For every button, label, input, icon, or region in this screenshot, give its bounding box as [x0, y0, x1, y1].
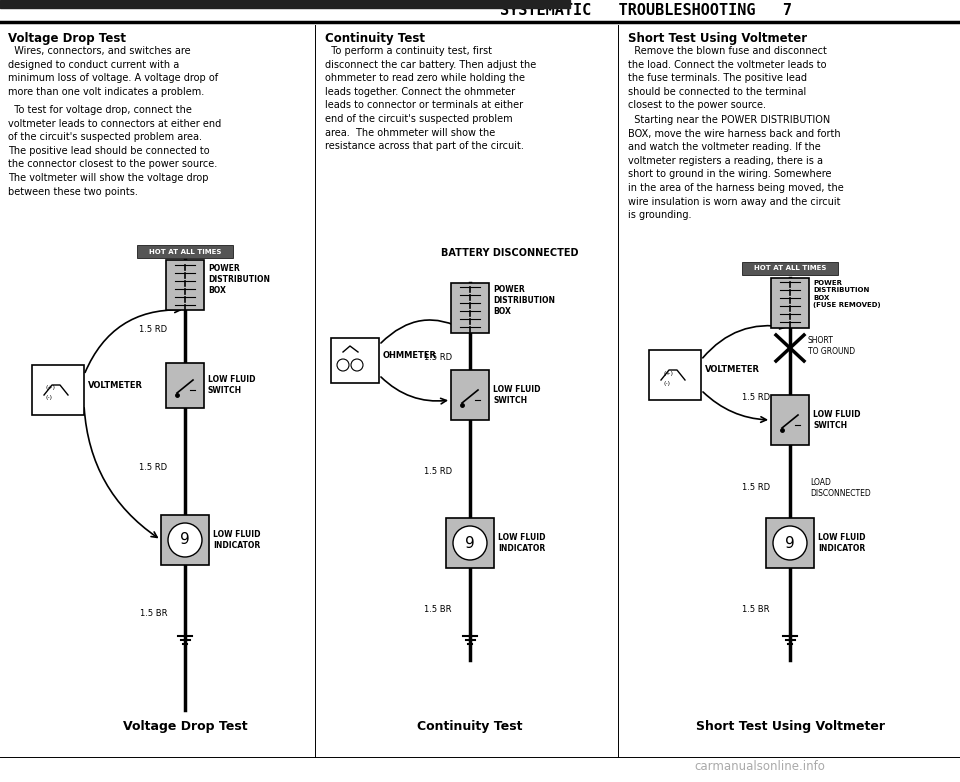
- Bar: [0, 0, 570, 8]
- Text: To perform a continuity test, first
disconnect the car battery. Then adjust the
: To perform a continuity test, first disc…: [325, 46, 537, 151]
- Text: HOT AT ALL TIMES: HOT AT ALL TIMES: [149, 249, 221, 254]
- Circle shape: [351, 359, 363, 371]
- Text: (-): (-): [663, 381, 670, 386]
- Bar: [649, 350, 701, 400]
- Text: Short Test Using Voltmeter: Short Test Using Voltmeter: [628, 32, 807, 45]
- Bar: [451, 283, 489, 333]
- Text: carmanualsonline.info: carmanualsonline.info: [695, 760, 826, 773]
- Text: 1.5 RD: 1.5 RD: [424, 468, 452, 476]
- Text: BATTERY DISCONNECTED: BATTERY DISCONNECTED: [442, 248, 579, 258]
- Text: (+): (+): [663, 371, 673, 375]
- Text: VOLTMETER: VOLTMETER: [88, 381, 143, 389]
- Text: SHORT
TO GROUND: SHORT TO GROUND: [808, 336, 855, 356]
- Text: Voltage Drop Test: Voltage Drop Test: [123, 720, 248, 733]
- Bar: [446, 518, 494, 568]
- Text: LOW FLUID
SWITCH: LOW FLUID SWITCH: [813, 410, 860, 430]
- Text: POWER
DISTRIBUTION
BOX
(FUSE REMOVED): POWER DISTRIBUTION BOX (FUSE REMOVED): [813, 280, 880, 309]
- Text: LOW FLUID
SWITCH: LOW FLUID SWITCH: [208, 375, 255, 395]
- Text: 1.5 BR: 1.5 BR: [424, 605, 452, 615]
- Text: 9: 9: [466, 536, 475, 551]
- Text: 9: 9: [785, 536, 795, 551]
- Circle shape: [773, 526, 807, 560]
- Text: Voltage Drop Test: Voltage Drop Test: [8, 32, 126, 45]
- Text: LOW FLUID
INDICATOR: LOW FLUID INDICATOR: [498, 533, 545, 553]
- Text: To test for voltage drop, connect the
voltmeter leads to connectors at either en: To test for voltage drop, connect the vo…: [8, 105, 221, 196]
- Bar: [771, 395, 809, 445]
- Text: 1.5 RD: 1.5 RD: [139, 325, 167, 335]
- Bar: [137, 245, 233, 258]
- Text: (+): (+): [46, 386, 56, 390]
- Circle shape: [453, 526, 487, 560]
- Text: VOLTMETER: VOLTMETER: [705, 365, 760, 375]
- Text: Remove the blown fuse and disconnect
the load. Connect the voltmeter leads to
th: Remove the blown fuse and disconnect the…: [628, 46, 827, 110]
- Text: 1.5 BR: 1.5 BR: [742, 605, 770, 615]
- Text: 9: 9: [180, 533, 190, 547]
- Bar: [451, 370, 489, 420]
- Text: 1.5 BR: 1.5 BR: [139, 609, 167, 619]
- Text: Wires, connectors, and switches are
designed to conduct current with a
minimum l: Wires, connectors, and switches are desi…: [8, 46, 218, 97]
- Text: LOW FLUID
INDICATOR: LOW FLUID INDICATOR: [818, 533, 866, 553]
- Text: LOW FLUID
SWITCH: LOW FLUID SWITCH: [493, 385, 540, 405]
- Text: Short Test Using Voltmeter: Short Test Using Voltmeter: [695, 720, 884, 733]
- Text: (-): (-): [46, 396, 53, 400]
- Text: 1.5 RD: 1.5 RD: [742, 393, 770, 401]
- Text: HOT AT ALL TIMES: HOT AT ALL TIMES: [754, 266, 827, 271]
- Bar: [766, 518, 814, 568]
- Text: POWER
DISTRIBUTION
BOX: POWER DISTRIBUTION BOX: [493, 285, 555, 316]
- Text: 1.5 RD: 1.5 RD: [742, 483, 770, 493]
- Text: Continuity Test: Continuity Test: [325, 32, 425, 45]
- Text: OHMMETER: OHMMETER: [383, 350, 437, 360]
- Text: SYSTEMATIC   TROUBLESHOOTING   7: SYSTEMATIC TROUBLESHOOTING 7: [500, 3, 792, 18]
- Bar: [742, 262, 838, 275]
- Text: LOAD
DISCONNECTED: LOAD DISCONNECTED: [810, 478, 871, 498]
- Circle shape: [168, 523, 202, 557]
- Bar: [771, 278, 809, 328]
- Text: 1.5 RD: 1.5 RD: [424, 353, 452, 363]
- Text: 1.5 RD: 1.5 RD: [139, 464, 167, 472]
- Bar: [331, 338, 379, 382]
- Bar: [32, 365, 84, 415]
- Text: LOW FLUID
INDICATOR: LOW FLUID INDICATOR: [213, 530, 260, 550]
- Text: Starting near the POWER DISTRIBUTION
BOX, move the wire harness back and forth
a: Starting near the POWER DISTRIBUTION BOX…: [628, 115, 844, 221]
- Bar: [166, 363, 204, 407]
- Circle shape: [337, 359, 349, 371]
- Bar: [161, 515, 209, 565]
- Text: Continuity Test: Continuity Test: [418, 720, 523, 733]
- Bar: [166, 260, 204, 310]
- Text: POWER
DISTRIBUTION
BOX: POWER DISTRIBUTION BOX: [208, 264, 270, 295]
